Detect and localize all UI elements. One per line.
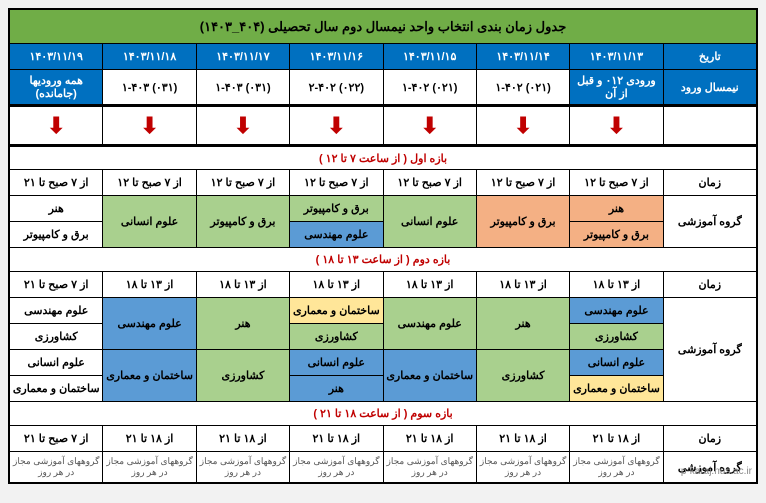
time-cell: از ۷ صبح تا ۲۱ xyxy=(10,170,103,196)
group-cell: علوم مهندسی xyxy=(383,298,476,350)
band2-header: بازه دوم ( از ساعت ۱۳ تا ۱۸ ) xyxy=(10,248,757,272)
band3-time-row: زمان از ۱۸ تا ۲۱ از ۱۸ تا ۲۱ از ۱۸ تا ۲۱… xyxy=(10,426,757,452)
date-cell: ۱۴۰۳/۱۱/۱۳ xyxy=(570,44,663,70)
group-cell: کشاورزی xyxy=(570,324,663,350)
page-title: جدول زمان بندی انتخاب واحد نیمسال دوم سا… xyxy=(10,10,757,44)
schedule-table: جدول زمان بندی انتخاب واحد نیمسال دوم سا… xyxy=(9,9,757,483)
date-cell: ۱۴۰۳/۱۱/۱۹ xyxy=(10,44,103,70)
group-cell: علوم مهندسی xyxy=(570,298,663,324)
group-cell: ساختمان و معماری xyxy=(570,376,663,402)
time-cell: از ۱۸ تا ۲۱ xyxy=(103,426,196,452)
group-cell: ساختمان و معماری xyxy=(383,350,476,402)
entry-cell: (۰۳۱) ۱-۴۰۳ xyxy=(103,70,196,106)
down-arrow-icon: ⬇ xyxy=(420,113,438,138)
time-cell: از ۱۸ تا ۲۱ xyxy=(196,426,289,452)
time-cell: از ۷ صبح تا ۲۱ xyxy=(10,426,103,452)
time-cell: از ۱۸ تا ۲۱ xyxy=(290,426,383,452)
arrow-row: ⬇ ⬇ ⬇ ⬇ ⬇ ⬇ ⬇ xyxy=(10,106,757,146)
band1-time-row: زمان از ۷ صبح تا ۱۲ از ۷ صبح تا ۱۲ از ۷ … xyxy=(10,170,757,196)
time-label: زمان xyxy=(663,170,756,196)
down-arrow-icon: ⬇ xyxy=(234,113,252,138)
down-arrow-icon: ⬇ xyxy=(514,113,532,138)
date-cell: ۱۴۰۳/۱۱/۱۴ xyxy=(476,44,569,70)
group-cell: علوم انسانی xyxy=(570,350,663,376)
group-cell: علوم انسانی xyxy=(103,196,196,248)
time-cell: از ۷ صبح تا ۱۲ xyxy=(570,170,663,196)
time-cell: از ۱۳ تا ۱۸ xyxy=(290,272,383,298)
entry-row: نیمسال ورود ورودی ۰۱۲ و قبل از آن (۰۲۱) … xyxy=(10,70,757,106)
time-cell: از ۱۳ تا ۱۸ xyxy=(383,272,476,298)
date-header: تاریخ xyxy=(663,44,756,70)
down-arrow-icon: ⬇ xyxy=(327,113,345,138)
group-label: گروه آموزشی xyxy=(663,298,756,402)
group-cell: هنر xyxy=(196,298,289,350)
group-cell: برق و کامپیوتر xyxy=(476,196,569,248)
entry-header: نیمسال ورود xyxy=(663,70,756,106)
time-cell: از ۱۸ تا ۲۱ xyxy=(383,426,476,452)
date-cell: ۱۴۰۳/۱۱/۱۷ xyxy=(196,44,289,70)
group-cell: برق و کامپیوتر xyxy=(10,222,103,248)
title-row: جدول زمان بندی انتخاب واحد نیمسال دوم سا… xyxy=(10,10,757,44)
time-cell: از ۱۸ تا ۲۱ xyxy=(476,426,569,452)
group-cell: ساختمان و معماری xyxy=(10,376,103,402)
time-cell: از ۷ صبح تا ۱۲ xyxy=(383,170,476,196)
schedule-sheet: جدول زمان بندی انتخاب واحد نیمسال دوم سا… xyxy=(8,8,758,484)
date-cell: ۱۴۰۳/۱۱/۱۶ xyxy=(290,44,383,70)
entry-cell: (۰۲۲) ۲-۴۰۲ xyxy=(290,70,383,106)
group-cell: برق و کامپیوتر xyxy=(570,222,663,248)
group-cell: برق و کامپیوتر xyxy=(290,196,383,222)
group-cell: هنر xyxy=(570,196,663,222)
group-cell: ساختمان و معماری xyxy=(290,298,383,324)
group-cell: برق و کامپیوتر xyxy=(196,196,289,248)
group-label: گروه آموزشی xyxy=(663,196,756,248)
time-cell: از ۷ صبح تا ۱۲ xyxy=(476,170,569,196)
group-cell: علوم انسانی xyxy=(10,350,103,376)
group-cell: هنر xyxy=(476,298,569,350)
time-cell: از ۷ صبح تا ۲۱ xyxy=(10,272,103,298)
entry-cell: همه ورودیها (جامانده) xyxy=(10,70,103,106)
group-cell: علوم مهندسی xyxy=(290,222,383,248)
time-label: زمان xyxy=(663,426,756,452)
date-cell: ۱۴۰۳/۱۱/۱۵ xyxy=(383,44,476,70)
group-row: علوم انسانیکشاورزیساختمان و معماریعلوم ا… xyxy=(10,350,757,376)
date-row: تاریخ ۱۴۰۳/۱۱/۱۳ ۱۴۰۳/۱۱/۱۴ ۱۴۰۳/۱۱/۱۵ ۱… xyxy=(10,44,757,70)
down-arrow-icon: ⬇ xyxy=(140,113,158,138)
time-cell: از ۷ صبح تا ۱۲ xyxy=(196,170,289,196)
time-cell: از ۱۳ تا ۱۸ xyxy=(476,272,569,298)
group-cell: کشاورزی xyxy=(476,350,569,402)
down-arrow-icon: ⬇ xyxy=(47,113,65,138)
entry-cell: ورودی ۰۱۲ و قبل از آن xyxy=(570,70,663,106)
time-cell: از ۱۸ تا ۲۱ xyxy=(570,426,663,452)
down-arrow-icon: ⬇ xyxy=(607,113,625,138)
watermark: p-karaj.nus.ac.ir xyxy=(8,466,752,477)
band3-header: بازه سوم ( از ساعت ۱۸ تا ۲۱ ) xyxy=(10,402,757,426)
group-cell: علوم انسانی xyxy=(290,350,383,376)
group-cell: کشاورزی xyxy=(290,324,383,350)
time-cell: از ۱۳ تا ۱۸ xyxy=(196,272,289,298)
group-cell: کشاورزی xyxy=(196,350,289,402)
time-cell: از ۷ صبح تا ۱۲ xyxy=(103,170,196,196)
band1-header: بازه اول ( از ساعت ۷ تا ۱۲ ) xyxy=(10,146,757,170)
group-cell: علوم انسانی xyxy=(383,196,476,248)
time-label: زمان xyxy=(663,272,756,298)
time-cell: از ۱۳ تا ۱۸ xyxy=(570,272,663,298)
band2-time-row: زمان از ۱۳ تا ۱۸ از ۱۳ تا ۱۸ از ۱۳ تا ۱۸… xyxy=(10,272,757,298)
group-cell: ساختمان و معماری xyxy=(103,350,196,402)
entry-cell: (۰۲۱) ۱-۴۰۲ xyxy=(383,70,476,106)
date-cell: ۱۴۰۳/۱۱/۱۸ xyxy=(103,44,196,70)
entry-cell: (۰۲۱) ۱-۴۰۲ xyxy=(476,70,569,106)
group-cell: علوم مهندسی xyxy=(103,298,196,350)
group-row: گروه آموزشیعلوم مهندسیهنرعلوم مهندسیساخت… xyxy=(10,298,757,324)
time-cell: از ۷ صبح تا ۱۲ xyxy=(290,170,383,196)
group-cell: هنر xyxy=(10,196,103,222)
entry-cell: (۰۳۱) ۱-۴۰۳ xyxy=(196,70,289,106)
group-cell: هنر xyxy=(290,376,383,402)
group-row: گروه آموزشیهنربرق و کامپیوترعلوم انسانیب… xyxy=(10,196,757,222)
group-cell: علوم مهندسی xyxy=(10,298,103,324)
time-cell: از ۱۳ تا ۱۸ xyxy=(103,272,196,298)
group-cell: کشاورزی xyxy=(10,324,103,350)
